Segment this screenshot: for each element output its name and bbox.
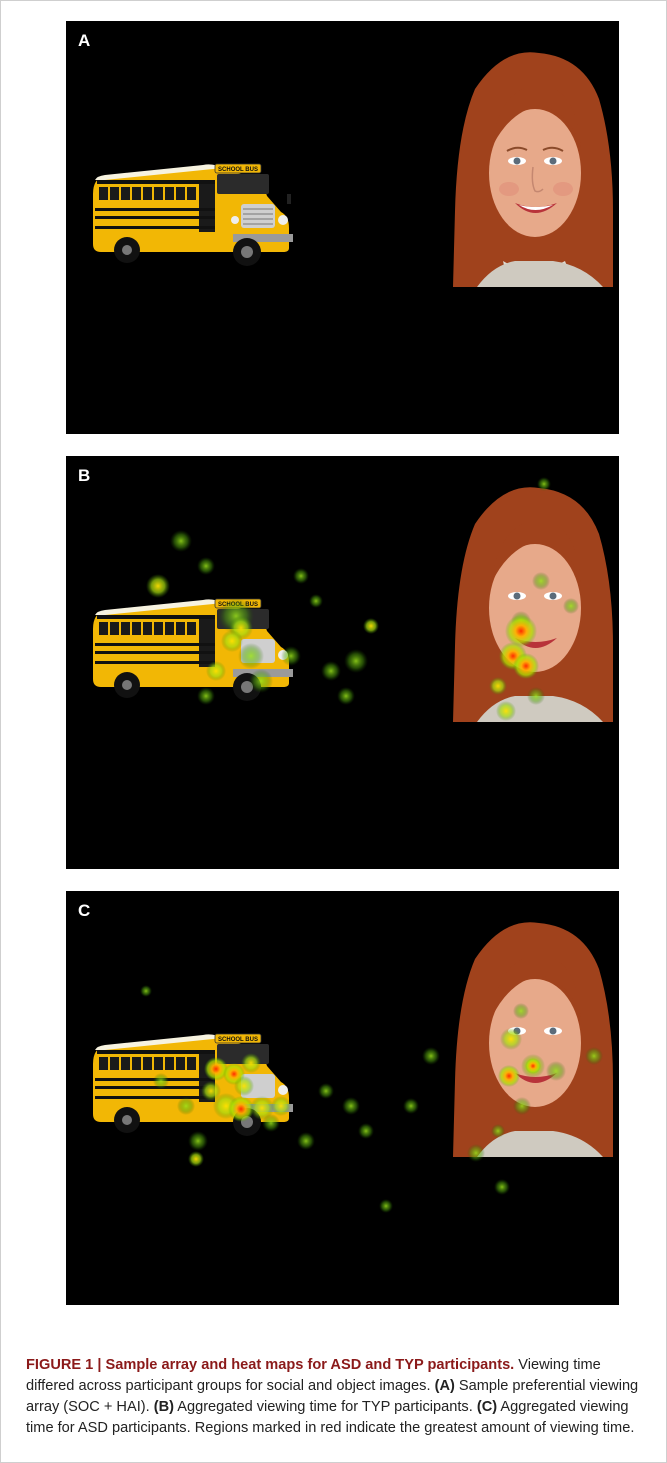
panel-b-label: B: [78, 466, 91, 485]
panel-a-label: A: [78, 31, 91, 50]
caption-c-text: Aggregated viewing time for ASD particip…: [26, 1399, 635, 1436]
face-image: [453, 52, 613, 287]
caption-c-label: (C): [476, 1399, 498, 1415]
bus-sign-text: SCHOOL BUS: [218, 1037, 258, 1043]
panel-b: B: [66, 456, 619, 869]
panel-a-image: SCHOOL BUS: [93, 52, 613, 287]
caption-intro: Viewing time differed across participant…: [26, 1357, 601, 1394]
caption-a-text: Sample preferential viewing array (SOC +…: [26, 1378, 639, 1415]
school-bus-image: SCHOOL BUS: [93, 598, 293, 701]
heatmap-overlay: [140, 985, 603, 1213]
caption-title: FIGURE 1 | Sample array and heat maps fo…: [26, 1357, 515, 1373]
panel-c-image: SCHOOL BUS: [93, 922, 613, 1213]
bus-sign-text: SCHOOL BUS: [218, 167, 258, 173]
caption-a-label: (A): [434, 1378, 455, 1394]
figure-caption: FIGURE 1 | Sample array and heat maps fo…: [26, 1355, 651, 1439]
heatmap-overlay: [146, 477, 579, 721]
panel-c: C: [66, 891, 619, 1305]
face-image: [453, 487, 613, 722]
panel-b-image: SCHOOL BUS: [93, 477, 613, 722]
caption-b-text: Aggregated viewing time for TYP particip…: [173, 1399, 477, 1415]
panel-a: A SCHOOL BUS: [66, 21, 619, 434]
face-image: [453, 922, 613, 1157]
caption-b-label: (B): [153, 1399, 174, 1415]
panel-c-label: C: [78, 901, 91, 920]
school-bus-image: SCHOOL BUS: [93, 163, 293, 266]
